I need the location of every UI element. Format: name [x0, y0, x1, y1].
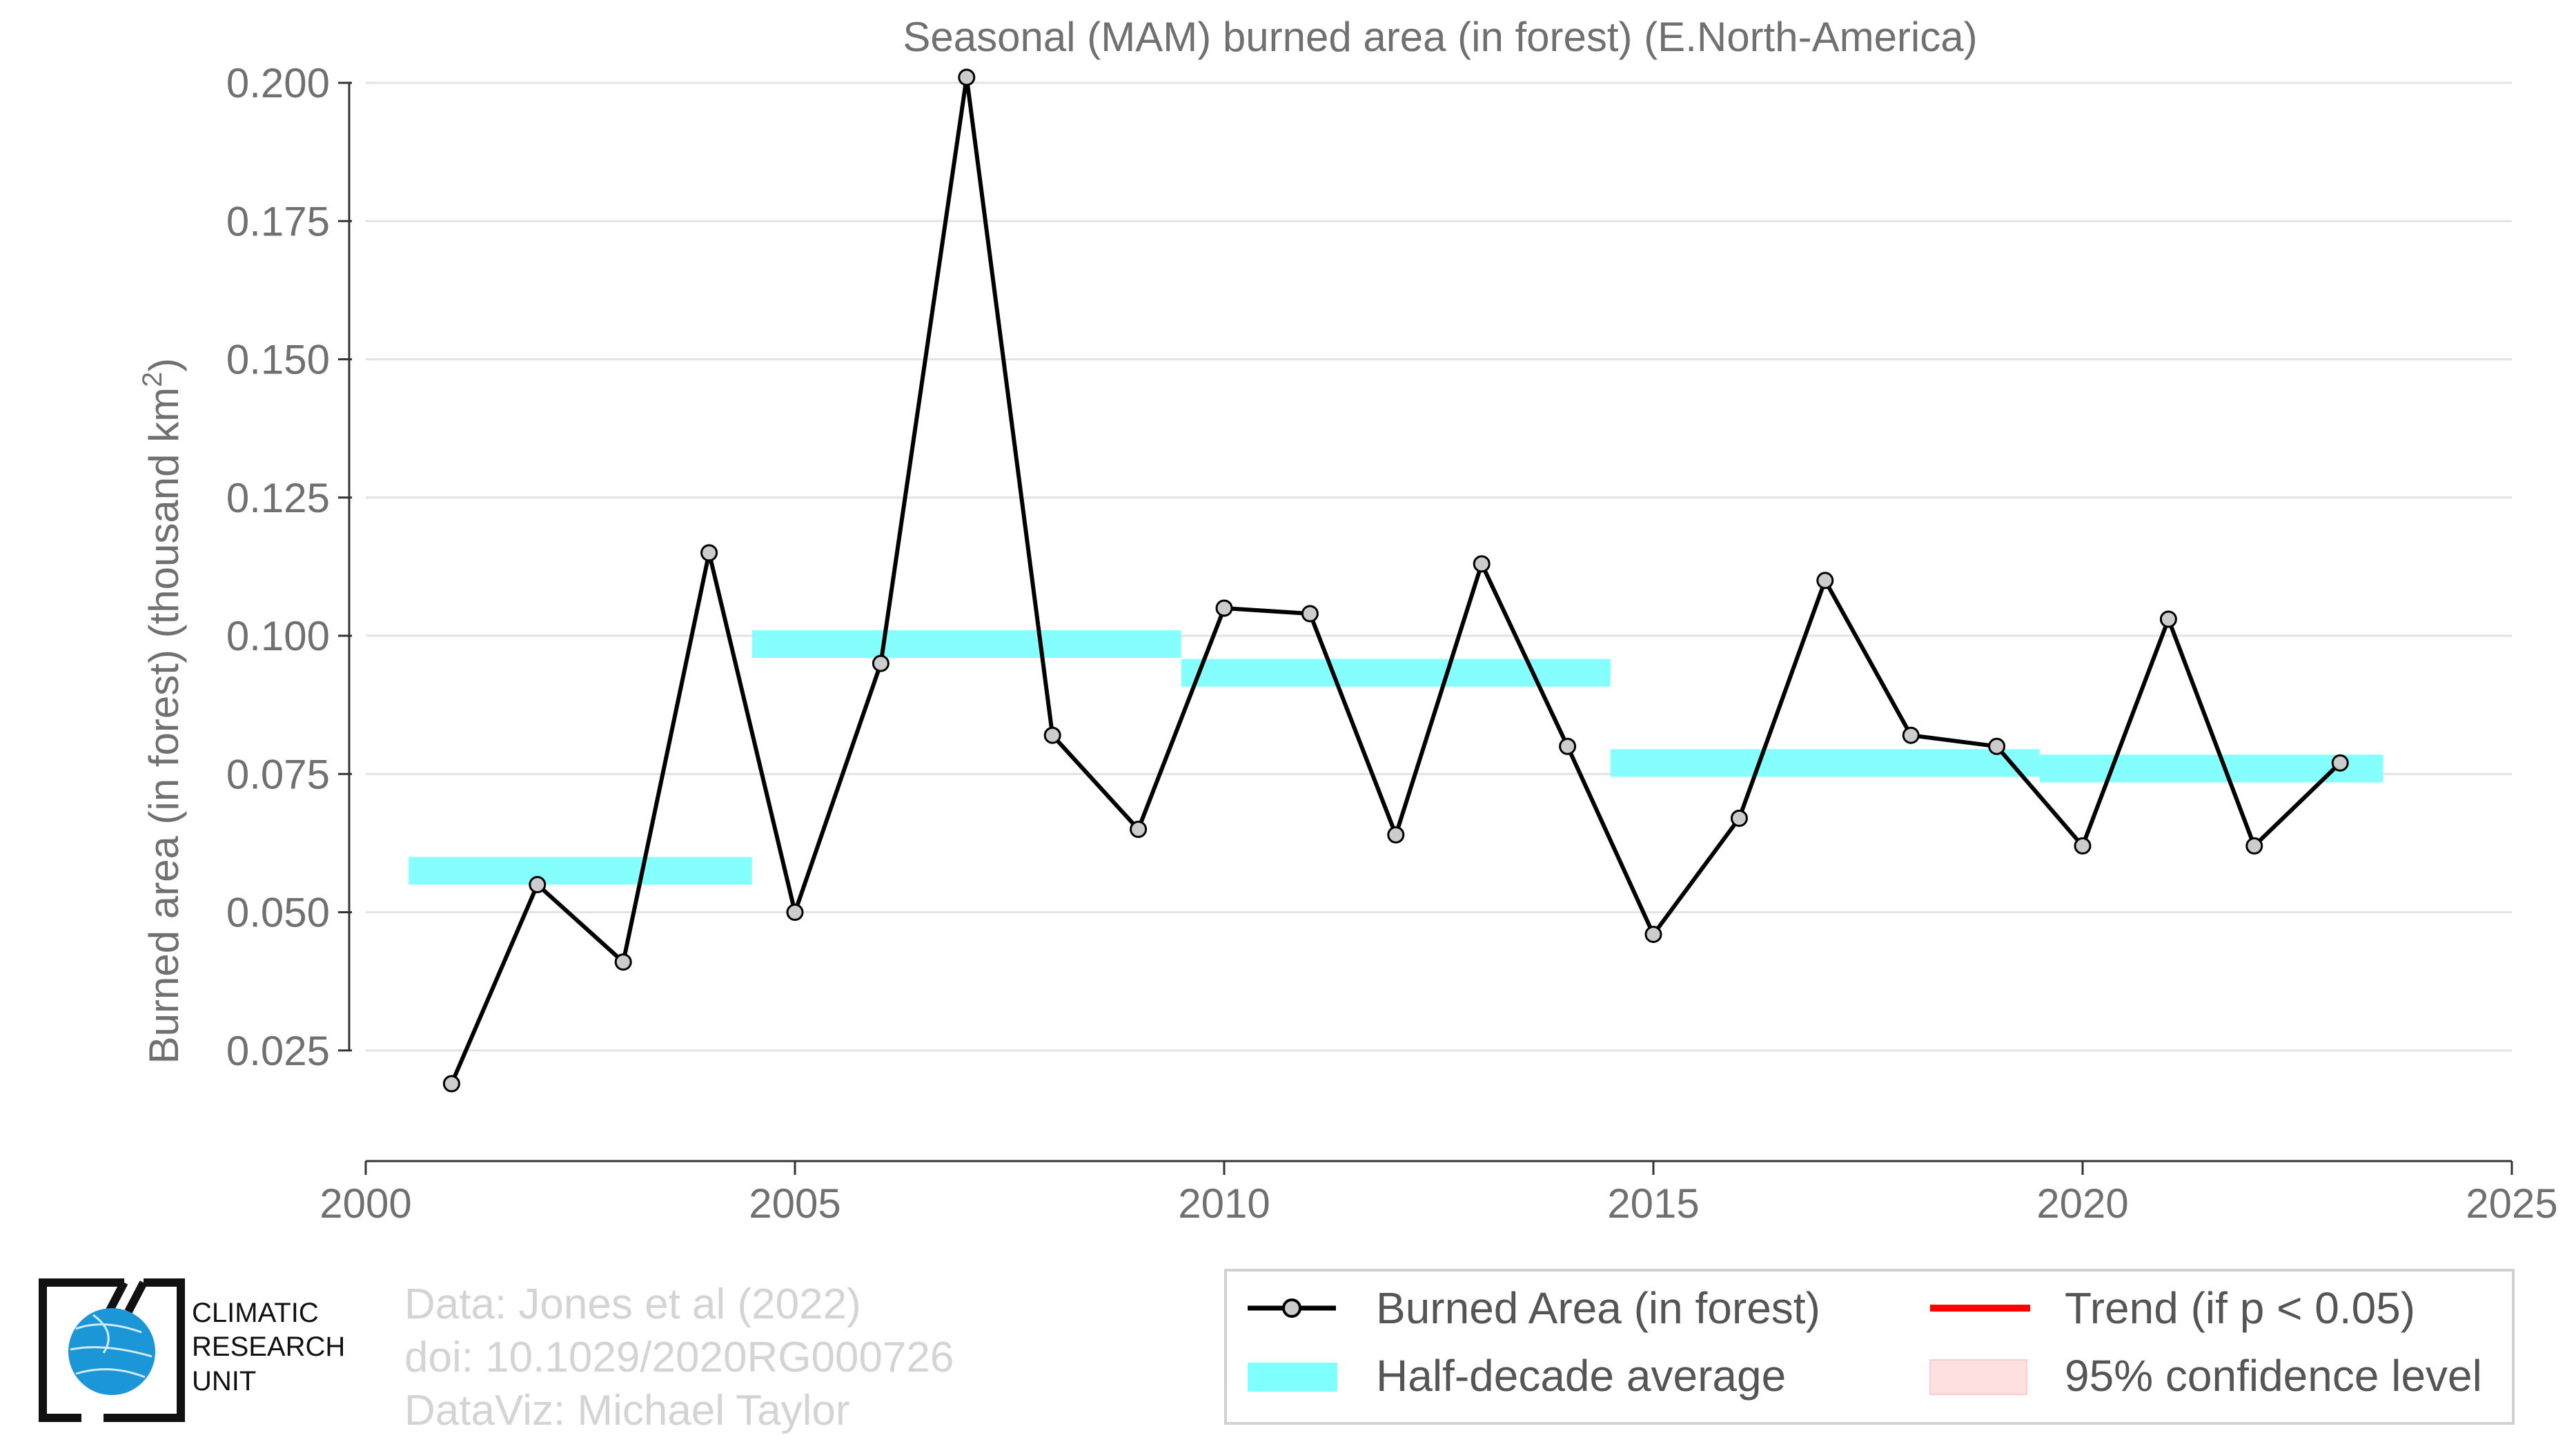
- logo-frame-icon: [39, 1278, 185, 1422]
- credit-data-source: Data: Jones et al (2022): [404, 1280, 861, 1328]
- data-point: [2245, 837, 2263, 855]
- data-point: [1559, 737, 1577, 755]
- data-point: [958, 68, 976, 86]
- data-point: [1387, 826, 1405, 844]
- y-tick-label: 0.150: [226, 337, 330, 383]
- data-point: [1130, 820, 1148, 838]
- series-line: [449, 75, 2342, 1085]
- logo-globe-icon: [68, 1308, 155, 1395]
- x-tick-label: 2025: [2466, 1180, 2557, 1227]
- y-tick-label: 0.175: [226, 198, 330, 244]
- legend-item-confidence: 95% confidence level: [1929, 1351, 2482, 1401]
- series-line-group: [449, 75, 2342, 1085]
- x-tick-label: 2000: [319, 1180, 411, 1227]
- data-point: [2159, 610, 2177, 628]
- legend-swatch-band: [1248, 1363, 1337, 1392]
- data-point: [872, 654, 889, 672]
- legend-box: [1224, 1269, 2515, 1425]
- y-tick-label: 0.100: [226, 613, 330, 659]
- data-point: [614, 953, 632, 971]
- data-point: [529, 875, 547, 893]
- logo-text-climatic: CLIMATIC: [192, 1298, 319, 1328]
- x-tick-label: 2010: [1178, 1180, 1270, 1227]
- legend: Burned Area (in forest) Trend (if p < 0.…: [1224, 1269, 2515, 1425]
- credit-doi: doi: 10.1029/2020RG000726: [404, 1334, 954, 1381]
- data-point: [1816, 572, 1834, 590]
- data-point: [1730, 809, 1748, 827]
- half-decade-band: [1181, 659, 1611, 687]
- x-tick-label: 2015: [1607, 1180, 1699, 1227]
- y-axis-title-text: Burned area (in forest) (thousand km: [141, 387, 187, 1064]
- legend-label: Trend (if p < 0.05): [2065, 1283, 2415, 1333]
- x-tick-label: 2020: [2036, 1180, 2128, 1227]
- y-tick-label: 0.050: [226, 890, 330, 936]
- data-point: [1301, 605, 1319, 623]
- data-point: [1988, 737, 2006, 755]
- half-decade-band: [409, 857, 752, 885]
- data-point: [1902, 726, 1920, 744]
- cru-logo: CLIMATIC RESEARCH UNIT: [39, 1278, 345, 1422]
- data-point: [2074, 837, 2092, 855]
- legend-label: 95% confidence level: [2065, 1351, 2482, 1401]
- half-decade-band: [1610, 749, 2040, 777]
- data-point: [442, 1075, 460, 1093]
- legend-swatch-band: [1929, 1359, 2027, 1395]
- data-point: [2331, 754, 2349, 772]
- chart-title: Seasonal (MAM) burned area (in forest) (…: [903, 14, 1977, 60]
- data-point: [786, 904, 804, 922]
- credit-dataviz: DataViz: Michael Taylor: [404, 1387, 850, 1434]
- legend-item-half-decade: Half-decade average: [1248, 1351, 1786, 1401]
- half-decade-band: [751, 630, 1181, 659]
- logo-globe-lines-icon: [70, 1314, 153, 1379]
- legend-swatch-marker: [1282, 1298, 1301, 1318]
- legend-label: Burned Area (in forest): [1376, 1283, 1820, 1333]
- logo-text-unit: UNIT: [192, 1366, 256, 1396]
- data-point: [1043, 726, 1061, 744]
- y-axis-title: Burned area (in forest) (thousand km2): [137, 358, 187, 1064]
- data-point: [1473, 555, 1491, 573]
- y-tick-label: 0.025: [226, 1028, 330, 1074]
- y-tick-label: 0.200: [226, 60, 330, 106]
- legend-item-burned-area: Burned Area (in forest): [1248, 1283, 1820, 1333]
- series-points: [442, 68, 2349, 1093]
- x-tick-label: 2005: [749, 1180, 840, 1227]
- legend-label: Half-decade average: [1376, 1351, 1786, 1401]
- y-tick-label: 0.075: [226, 751, 330, 797]
- y-tick-label: 0.125: [226, 475, 330, 521]
- credits: Data: Jones et al (2022) doi: 10.1029/20…: [404, 1280, 954, 1434]
- logo-text-research: RESEARCH: [192, 1332, 345, 1362]
- svg-text:Burned area (in forest) (thous: Burned area (in forest) (thousand km2): [137, 358, 187, 1064]
- data-point: [700, 544, 718, 562]
- data-point: [1215, 599, 1233, 617]
- gridlines: [366, 81, 2512, 1052]
- data-point: [1644, 926, 1662, 944]
- legend-item-trend: Trend (if p < 0.05): [1930, 1283, 2415, 1333]
- y-axis-title-close: ): [141, 358, 187, 372]
- y-axis-title-superscript: 2: [137, 372, 168, 387]
- axes: 0.025 0.050 0.075 0.100 0.125 0.150 0.175 0.200…: [226, 60, 2558, 1227]
